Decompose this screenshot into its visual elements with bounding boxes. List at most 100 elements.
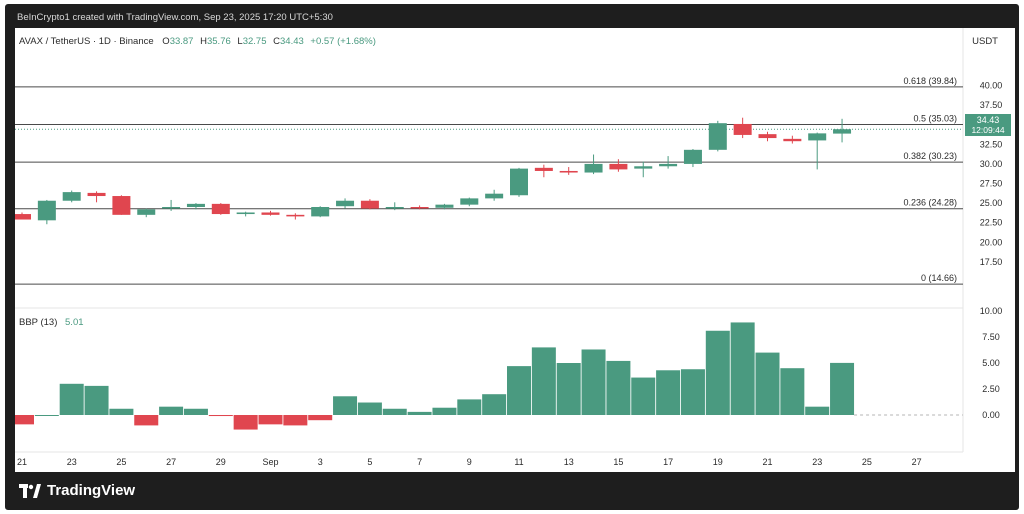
bbp-bar [283, 415, 308, 426]
bbp-bar [59, 383, 84, 415]
bbp-bars [10, 322, 963, 430]
bbp-bar [258, 415, 283, 425]
time-tick-label: 19 [713, 457, 723, 467]
bbp-bar [407, 411, 432, 415]
time-tick-label: Sep [262, 457, 278, 467]
time-tick-label: 17 [663, 457, 673, 467]
candle-body [808, 133, 827, 141]
bbp-bar [84, 385, 109, 415]
low-value: 32.75 [243, 36, 267, 47]
time-tick-label: 5 [367, 457, 372, 467]
price-tick-label: 17.50 [980, 257, 1003, 267]
bbp-tick-label: 7.50 [982, 332, 1000, 342]
bbp-bar [705, 330, 730, 415]
candles [13, 117, 852, 225]
fib-levels: 0.618 (39.84) 0.5 (35.03) 0.382 (30.23) 0.2… [15, 28, 964, 452]
bbp-bar [680, 369, 705, 415]
candle-body [584, 163, 603, 173]
candle-body [485, 193, 504, 199]
time-tick-label: 13 [564, 457, 574, 467]
candle-body [137, 209, 156, 215]
candle-body [783, 138, 802, 142]
brand-text: TradingView [47, 482, 136, 499]
price-tick-label: 22.50 [980, 218, 1003, 228]
candle-body [112, 196, 131, 215]
time-tick-label: 25 [862, 457, 872, 467]
candle-body [162, 207, 181, 209]
candle-body [758, 134, 777, 139]
fib-label-2: 0.382 (30.23) [903, 151, 957, 161]
indicator-name: BBP (13) [19, 317, 57, 328]
candle-body [385, 207, 404, 209]
bbp-bar [631, 377, 656, 415]
candle-body [236, 212, 255, 215]
bbp-bar [10, 415, 34, 425]
high-label: H [200, 36, 207, 47]
bbp-bar [432, 407, 457, 415]
chart-area[interactable]: 0.618 (39.84) 0.5 (35.03) 0.382 (30.23) 0.2… [10, 28, 1015, 472]
candle-body [634, 166, 653, 169]
candle-body [609, 163, 628, 170]
candle-body [410, 207, 429, 209]
candle-body [211, 203, 230, 215]
symbol-label: AVAX / TetherUS · 1D · Binance [19, 36, 154, 47]
indicator-value: 5.01 [65, 317, 84, 328]
bbp-bar [581, 349, 606, 415]
bbp-bar [805, 406, 830, 415]
candle-body [311, 207, 330, 217]
candle-body [659, 163, 678, 167]
bbp-bar [606, 360, 631, 415]
candle-body [733, 123, 752, 135]
bbp-bar [830, 362, 855, 415]
chart-canvas[interactable]: 0.618 (39.84) 0.5 (35.03) 0.382 (30.23) 0.2… [10, 28, 1015, 472]
candle-body [360, 200, 379, 209]
price-tick-label: 25.00 [980, 198, 1003, 208]
candle-body [62, 192, 81, 201]
svg-text:AVAX / TetherUS · 1D · Binance: AVAX / TetherUS · 1D · Binance O33.87 H 3… [19, 36, 376, 47]
candle-body [460, 198, 479, 205]
bbp-bar [134, 415, 159, 426]
price-tick-label: 30.00 [980, 159, 1003, 169]
open-label: O [162, 36, 169, 47]
price-unit-label: USDT [972, 36, 998, 47]
price-tick-label: 20.00 [980, 237, 1003, 247]
bbp-tick-label: 2.50 [982, 384, 1000, 394]
bbp-bar [656, 370, 681, 415]
bbp-tick-label: 0.00 [982, 410, 1000, 420]
time-tick-label: 29 [216, 457, 226, 467]
bbp-bar [333, 396, 358, 415]
bbp-bar [755, 352, 780, 415]
time-tick-label: 27 [166, 457, 176, 467]
price-tick-label: 27.50 [980, 179, 1003, 189]
bbp-bar [382, 408, 407, 415]
time-tick-label: 3 [318, 457, 323, 467]
bbp-bar [233, 415, 258, 430]
bbp-bar [531, 347, 556, 415]
time-tick-label: 7 [417, 457, 422, 467]
time-tick-label: 21 [762, 457, 772, 467]
bbp-bar [730, 322, 755, 415]
time-tick-label: 21 [17, 457, 27, 467]
candle-body [435, 204, 454, 208]
price-tick-label: 32.50 [980, 139, 1003, 149]
time-tick-label: 23 [812, 457, 822, 467]
fib-label-0: 0.618 (39.84) [903, 76, 957, 86]
candle-body [683, 149, 702, 164]
svg-text:BBP (13) 5.01: BBP (13) 5.01 [19, 317, 84, 328]
fib-label-3: 0.236 (24.28) [903, 198, 957, 208]
countdown-text: 12:09:44 [971, 125, 1004, 135]
time-tick-label: 27 [912, 457, 922, 467]
tradingview-logo[interactable]: TradingView [19, 482, 135, 499]
open-value: 33.87 [170, 36, 194, 47]
bbp-bar [208, 415, 233, 417]
tradingview-logo-icon [19, 483, 41, 498]
bbp-bar [308, 415, 333, 421]
candle-body [13, 214, 31, 220]
candle-body [186, 203, 205, 207]
candle-body [833, 129, 852, 134]
time-tick-label: 25 [116, 457, 126, 467]
time-tick-label: 9 [467, 457, 472, 467]
candle-body [87, 192, 106, 197]
low-label: L [237, 36, 242, 47]
candle-body [261, 212, 280, 215]
